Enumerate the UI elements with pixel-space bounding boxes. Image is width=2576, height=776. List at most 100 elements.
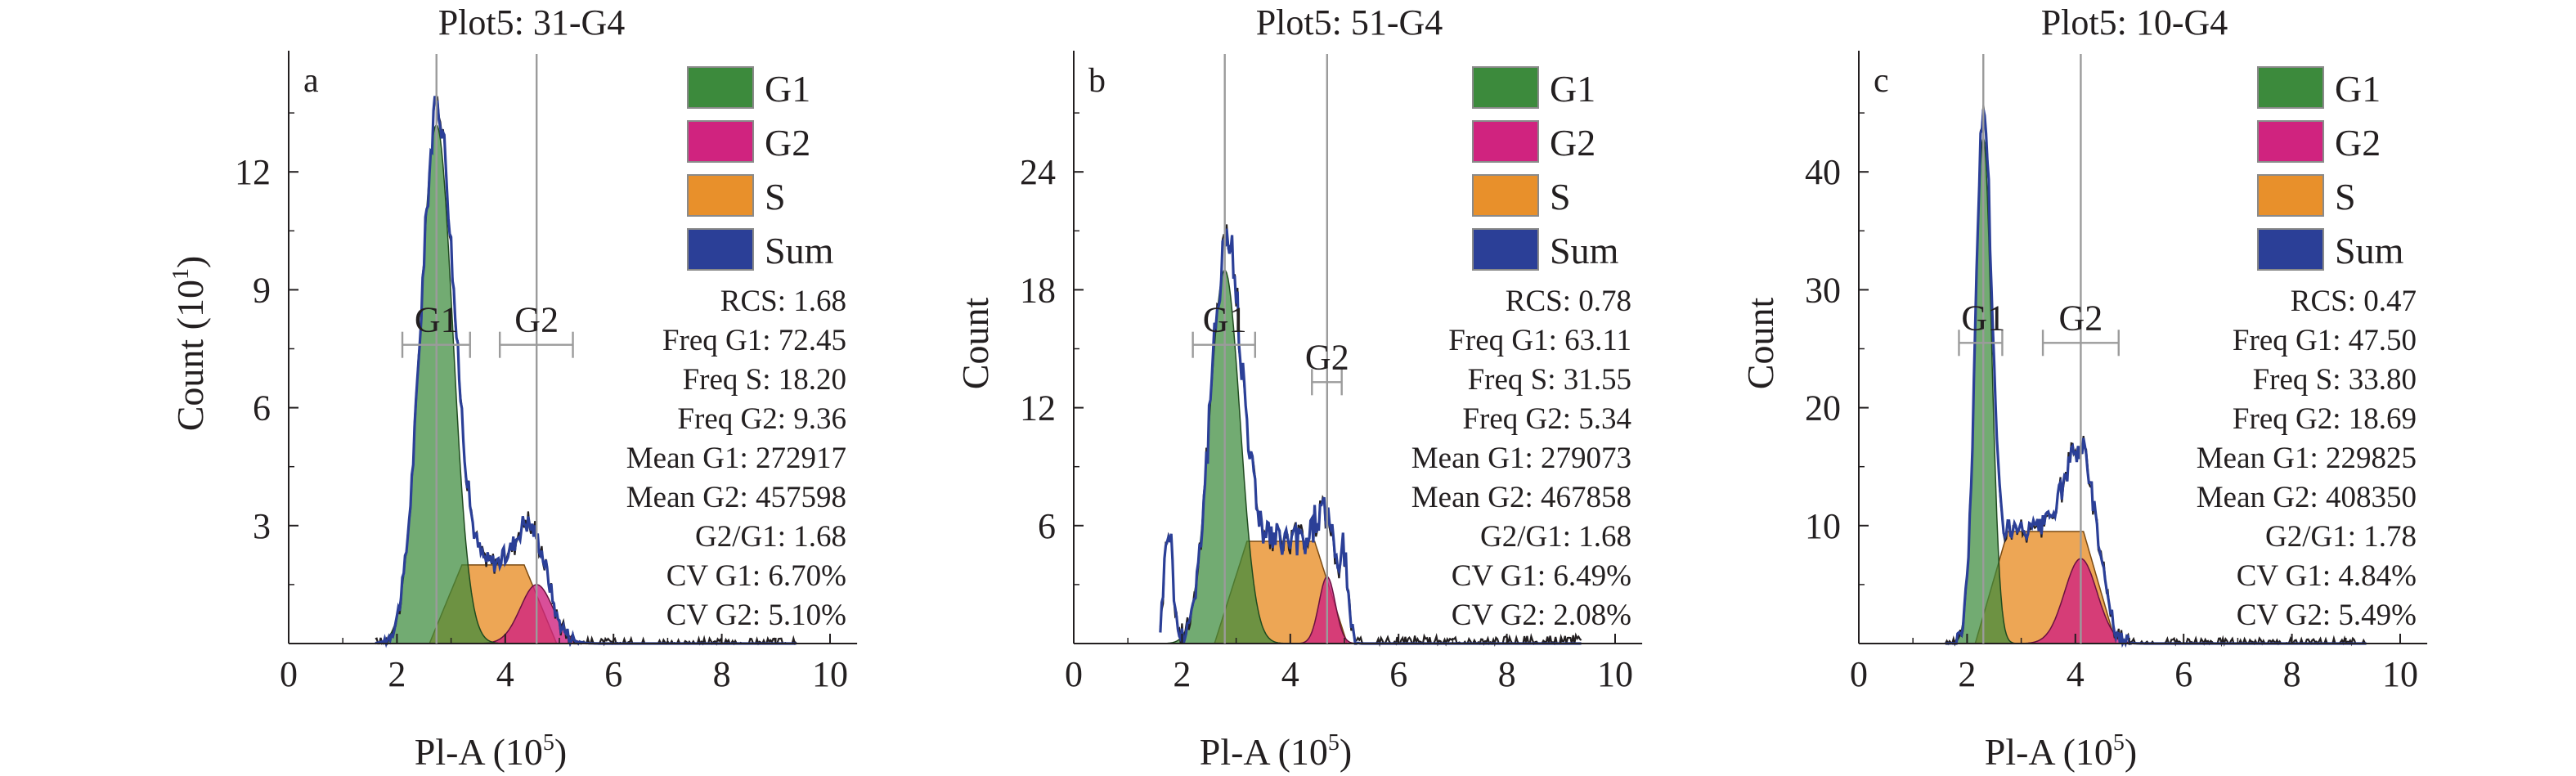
legend-label-G1: G1 [1550, 68, 1595, 110]
y-tick-label: 24 [1020, 152, 1056, 192]
legend-swatch-G1 [1472, 66, 1539, 109]
x-tick-label: 8 [1498, 654, 1516, 694]
stat-line: Mean G1: 272917 [626, 442, 846, 475]
stat-line: CV G2: 5.10% [666, 599, 846, 632]
stat-line: RCS: 0.47 [2291, 285, 2417, 318]
stat-line: CV G1: 6.70% [666, 559, 846, 593]
x-tick-label: 10 [2382, 654, 2418, 694]
y-tick-label: 6 [1038, 506, 1056, 546]
legend-label-G2: G2 [765, 122, 810, 164]
stat-line: Freq S: 33.80 [2253, 363, 2417, 397]
stat-line: CV G1: 6.49% [1452, 559, 1631, 593]
y-tick-label: 30 [1805, 270, 1841, 310]
panel-letter: b [1088, 62, 1106, 100]
x-tick-label: 4 [1281, 654, 1299, 694]
stat-line: RCS: 1.68 [720, 285, 846, 318]
stat-line: Mean G2: 467858 [1411, 481, 1631, 514]
y-tick-label: 12 [1020, 388, 1056, 428]
x-tick-label: 6 [2174, 654, 2192, 694]
x-tick-label: 2 [1958, 654, 1976, 694]
panel-title: Plot5: 51-G4 [1256, 2, 1443, 43]
legend-label-G1: G1 [765, 68, 810, 110]
stat-line: Freq S: 31.55 [1468, 363, 1631, 397]
x-axis-label: Pl-A (105) [1200, 730, 1353, 773]
x-tick-label: 4 [2067, 654, 2085, 694]
legend-label-Sum: Sum [765, 230, 834, 271]
y-tick-label: 6 [253, 388, 271, 428]
x-tick-label: 10 [1597, 654, 1633, 694]
y-tick-label: 20 [1805, 388, 1841, 428]
legend-label-Sum: Sum [2335, 230, 2404, 271]
legend-label-G2: G2 [1550, 122, 1595, 164]
panel-a: Plot5: 31-G4 0 2 4 6 8 10 3 6 9 12 Pl-A (105) Count … [168, 2, 858, 773]
marker-label-G2: G2 [2059, 298, 2103, 338]
y-tick-label: 40 [1805, 152, 1841, 192]
y-axis-label: Count (101) [168, 256, 211, 432]
y-axis-label: Count [954, 298, 996, 390]
x-tick-label: 0 [280, 654, 298, 694]
stat-line: Freq G2: 5.34 [1462, 402, 1631, 436]
legend-label-S: S [1550, 176, 1571, 218]
legend-swatch-Sum [1472, 228, 1539, 271]
legend-swatch-Sum [2257, 228, 2324, 271]
legend-label-Sum: Sum [1550, 230, 1619, 271]
legend-swatch-G1 [687, 66, 754, 109]
legend-label-S: S [2335, 176, 2356, 218]
stat-line: Freq G2: 18.69 [2233, 402, 2417, 436]
legend-label-G2: G2 [2335, 122, 2381, 164]
stat-line: Mean G2: 408350 [2197, 481, 2417, 514]
legend-swatch-Sum [687, 228, 754, 271]
stat-line: Freq S: 18.20 [683, 363, 846, 397]
y-tick-label: 12 [235, 152, 271, 192]
x-tick-label: 8 [713, 654, 731, 694]
stat-line: G2/G1: 1.68 [695, 520, 846, 554]
stat-line: CV G2: 5.49% [2237, 599, 2417, 632]
x-tick-label: 2 [1173, 654, 1191, 694]
stat-line: CV G2: 2.08% [1452, 599, 1631, 632]
x-tick-label: 8 [2283, 654, 2301, 694]
legend-swatch-S [1472, 174, 1539, 217]
stat-line: Freq G1: 72.45 [662, 324, 846, 357]
stat-line: Freq G2: 9.36 [677, 402, 846, 436]
x-axis-label: Pl-A (105) [415, 730, 568, 773]
stat-line: Freq G1: 47.50 [2233, 324, 2417, 357]
panel-letter: a [303, 62, 319, 100]
panel-letter: c [1874, 62, 1889, 100]
y-tick-label: 18 [1020, 270, 1056, 310]
legend-swatch-S [687, 174, 754, 217]
panel-title: Plot5: 10-G4 [2041, 2, 2228, 43]
x-tick-label: 2 [388, 654, 406, 694]
panel-c: Plot5: 10-G4 0 2 4 6 8 10 10 20 30 40 Pl-A (105) Cou… [1739, 2, 2428, 773]
marker-label-G1: G1 [1203, 300, 1247, 340]
legend-swatch-G2 [687, 120, 754, 163]
legend-swatch-G1 [2257, 66, 2324, 109]
stat-line: G2/G1: 1.78 [2265, 520, 2417, 554]
x-tick-label: 6 [604, 654, 622, 694]
y-tick-label: 3 [253, 506, 271, 546]
legend-label-G1: G1 [2335, 68, 2381, 110]
y-tick-label: 9 [253, 270, 271, 310]
panel-title: Plot5: 31-G4 [438, 2, 626, 43]
y-axis-label: Count [1739, 298, 1781, 390]
legend-label-S: S [765, 176, 786, 218]
marker-label-G1: G1 [1961, 298, 2005, 338]
x-tick-label: 10 [812, 654, 848, 694]
stat-line: Mean G2: 457598 [626, 481, 846, 514]
x-tick-label: 0 [1850, 654, 1868, 694]
stat-line: Mean G1: 279073 [1411, 442, 1631, 475]
legend-swatch-G2 [2257, 120, 2324, 163]
stat-line: Freq G1: 63.11 [1448, 324, 1631, 357]
legend-swatch-G2 [1472, 120, 1539, 163]
marker-label-G1: G1 [415, 300, 459, 340]
stat-line: CV G1: 4.84% [2237, 559, 2417, 593]
x-axis-label: Pl-A (105) [1985, 730, 2138, 773]
stat-line: RCS: 0.78 [1506, 285, 1631, 318]
x-tick-label: 0 [1065, 654, 1083, 694]
x-tick-label: 4 [496, 654, 514, 694]
stat-line: G2/G1: 1.68 [1480, 520, 1631, 554]
y-tick-label: 10 [1805, 506, 1841, 546]
legend-swatch-S [2257, 174, 2324, 217]
marker-label-G2: G2 [1305, 337, 1349, 377]
